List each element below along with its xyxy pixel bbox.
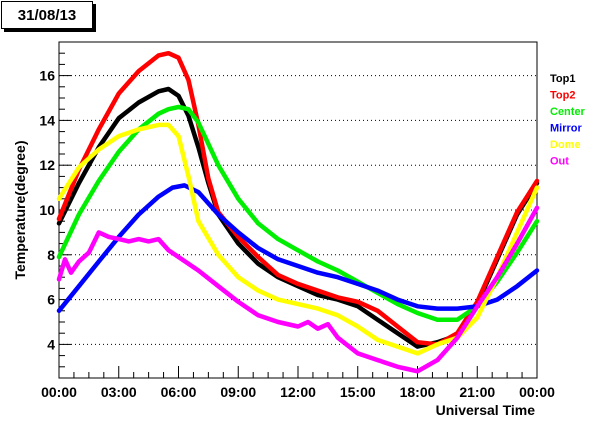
chart-title: 31/08/13 xyxy=(1,1,93,29)
x-tick-label: 12:00 xyxy=(280,384,316,400)
legend-entry-dome: Dome xyxy=(550,139,581,151)
y-tick-label: 10 xyxy=(39,202,55,218)
y-tick-label: 6 xyxy=(47,292,55,308)
legend: Top1 Top2 Center Mirror Dome Out xyxy=(550,73,586,168)
tick-labels: 4 6 8 10 12 14 16 00:00 03:00 06:00 09:00 12:00 15:0… xyxy=(39,68,555,400)
series-line-dome xyxy=(56,122,540,356)
y-tick-label: 12 xyxy=(39,157,55,173)
x-tick-label: 15:00 xyxy=(340,384,376,400)
legend-entry-top1: Top1 xyxy=(550,73,575,85)
legend-entry-top2: Top2 xyxy=(550,90,575,102)
x-tick-label: 06:00 xyxy=(161,384,197,400)
y-tick-label: 14 xyxy=(39,112,55,128)
series-group xyxy=(56,50,540,374)
y-axis-label: Temperature(degree) xyxy=(12,140,28,279)
legend-entry-mirror: Mirror xyxy=(550,123,583,135)
y-tick-label: 16 xyxy=(39,68,55,84)
legend-entry-center: Center xyxy=(550,106,586,118)
x-axis-label: Universal Time xyxy=(436,402,536,418)
series-line-out xyxy=(56,205,540,374)
series-line-top2 xyxy=(56,50,540,347)
legend-entry-out: Out xyxy=(550,156,569,168)
y-tick-label: 8 xyxy=(47,247,55,263)
x-tick-label: 00:00 xyxy=(519,384,555,400)
series-line-mirror xyxy=(56,183,540,314)
x-tick-label: 03:00 xyxy=(101,384,137,400)
x-tick-label: 21:00 xyxy=(459,384,495,400)
x-tick-label: 18:00 xyxy=(400,384,436,400)
x-tick-label: 00:00 xyxy=(41,384,77,400)
series-line-center xyxy=(56,104,540,323)
x-tick-label: 09:00 xyxy=(220,384,256,400)
y-tick-label: 4 xyxy=(47,336,55,352)
